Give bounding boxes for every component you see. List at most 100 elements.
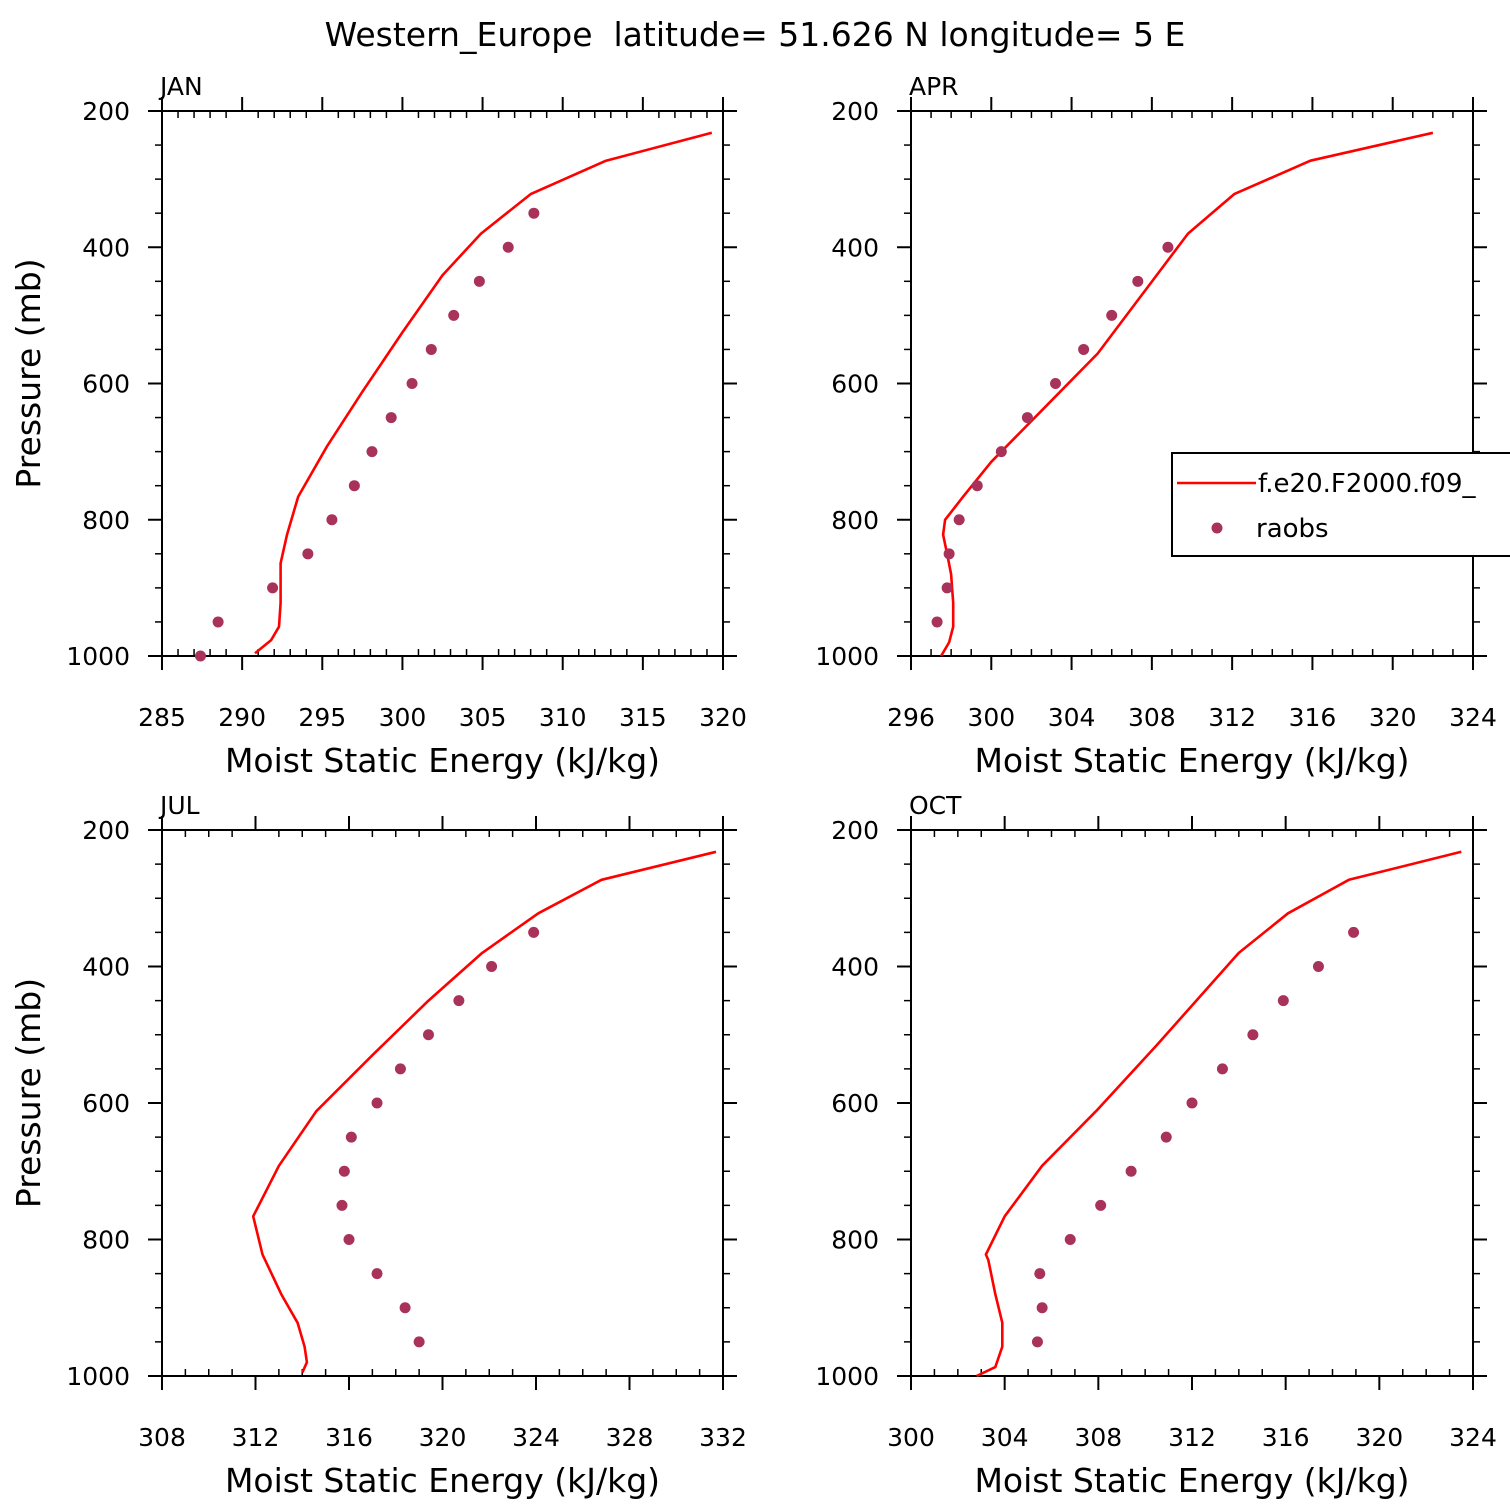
x-tick-label: 304: [981, 1423, 1029, 1452]
y-tick-label: 1000: [66, 642, 130, 671]
obs-point: [326, 514, 338, 526]
legend-obs-label: raobs: [1256, 514, 1329, 544]
obs-point: [1247, 1029, 1259, 1041]
panel-title: JUL: [158, 791, 200, 820]
legend-obs-swatch: [1211, 522, 1223, 534]
obs-point: [971, 480, 983, 492]
x-tick-label: 300: [887, 1423, 935, 1452]
x-tick-label: 296: [887, 703, 935, 732]
x-tick-label: 324: [1449, 1423, 1497, 1452]
obs-point: [486, 961, 498, 972]
obs-point: [1160, 1131, 1172, 1143]
y-tick-label: 200: [831, 816, 879, 845]
y-tick-label: 1000: [66, 1362, 130, 1391]
obs-point: [1348, 926, 1360, 938]
obs-point: [1036, 1302, 1048, 1314]
obs-point: [995, 446, 1007, 458]
plot-frame: [161, 110, 724, 657]
obs-point: [1186, 1097, 1198, 1109]
y-tick-label: 1000: [815, 642, 879, 671]
x-tick-label: 308: [1074, 1423, 1122, 1452]
x-tick-label: 312: [1168, 1423, 1216, 1452]
obs-point: [1031, 1336, 1043, 1348]
x-tick-label: 316: [1289, 703, 1337, 732]
obs-point: [336, 1199, 348, 1211]
obs-point: [267, 582, 279, 594]
y-tick-label: 200: [82, 97, 130, 126]
obs-point: [1095, 1199, 1107, 1211]
page-title: Western_Europe latitude= 51.626 N longit…: [325, 15, 1186, 54]
panel-title: JAN: [158, 72, 203, 101]
y-tick-label: 800: [831, 1226, 879, 1255]
x-tick-label: 308: [1128, 703, 1176, 732]
panel-jan: JAN 285 290 295 300 305 310 315 320 200 400 600 800 1…: [9, 72, 747, 780]
x-tick-label: 312: [1208, 703, 1256, 732]
x-tick-label: 285: [138, 703, 186, 732]
obs-point: [502, 241, 514, 253]
obs-point: [1078, 343, 1090, 355]
y-tick-label: 400: [831, 233, 879, 262]
obs-point: [422, 1029, 434, 1041]
obs-point: [1050, 378, 1062, 389]
x-axis-label: Moist Static Energy (kJ/kg): [974, 741, 1409, 780]
obs-point: [448, 309, 460, 321]
y-tick-label: 800: [82, 506, 130, 535]
x-axis-label: Moist Static Energy (kJ/kg): [225, 1461, 660, 1500]
y-axis-label: Pressure (mb): [9, 978, 48, 1208]
obs-point: [1064, 1234, 1076, 1245]
plot-frame: [910, 110, 1474, 657]
panel-title: APR: [909, 72, 959, 101]
x-tick-label: 316: [325, 1423, 373, 1452]
y-tick-label: 1000: [815, 1362, 879, 1391]
x-axis-label: Moist Static Energy (kJ/kg): [974, 1461, 1409, 1500]
y-tick-label: 400: [831, 953, 879, 982]
obs-point: [399, 1302, 411, 1314]
plot-frame: [161, 829, 724, 1377]
y-tick-label: 600: [831, 1089, 879, 1118]
y-tick-label: 200: [831, 97, 879, 126]
x-tick-label: 320: [1369, 703, 1417, 732]
x-tick-label: 332: [699, 1423, 747, 1452]
obs-point: [528, 926, 540, 938]
legend-model-label: f.e20.F2000.f09_: [1258, 469, 1476, 499]
obs-point: [1162, 241, 1174, 253]
obs-point: [1312, 961, 1324, 972]
panel-oct: OCT 300 304 308 312 316 320 324 200 400 600 800 1000…: [815, 791, 1496, 1500]
panel-apr: APR 296 300 304 308 312 316 320 324 200 400 600 800 1…: [815, 72, 1496, 780]
obs-point: [453, 995, 465, 1007]
y-tick-label: 600: [82, 1089, 130, 1118]
x-tick-label: 320: [1355, 1423, 1403, 1452]
legend-box: [1171, 452, 1510, 557]
x-tick-label: 316: [1262, 1423, 1310, 1452]
model-series-line: [254, 131, 713, 655]
x-tick-label: 312: [232, 1423, 280, 1452]
x-tick-label: 320: [699, 703, 747, 732]
obs-point: [1034, 1268, 1046, 1280]
obs-point: [371, 1268, 383, 1280]
obs-point: [302, 548, 314, 560]
obs-point: [394, 1063, 406, 1075]
obs-point: [406, 378, 418, 389]
panel-jul: JUL 308 312 316 320 324 328 332 200 400 600 800 1000…: [9, 791, 747, 1500]
obs-point: [366, 446, 378, 458]
y-tick-label: 800: [82, 1226, 130, 1255]
obs-point: [385, 412, 397, 424]
obs-point: [528, 207, 540, 219]
model-series-line: [976, 850, 1462, 1378]
model-series-line: [939, 131, 1434, 657]
obs-point: [473, 275, 485, 287]
obs-point: [345, 1131, 357, 1143]
x-tick-label: 324: [1449, 703, 1497, 732]
x-tick-label: 324: [512, 1423, 560, 1452]
x-tick-label: 308: [138, 1423, 186, 1452]
obs-point: [1216, 1063, 1228, 1075]
obs-point: [194, 650, 206, 662]
x-tick-label: 304: [1048, 703, 1096, 732]
x-tick-label: 300: [967, 703, 1015, 732]
x-tick-label: 328: [606, 1423, 654, 1452]
obs-point: [425, 343, 437, 355]
y-tick-label: 400: [82, 953, 130, 982]
y-tick-label: 200: [82, 816, 130, 845]
x-tick-label: 300: [379, 703, 427, 732]
